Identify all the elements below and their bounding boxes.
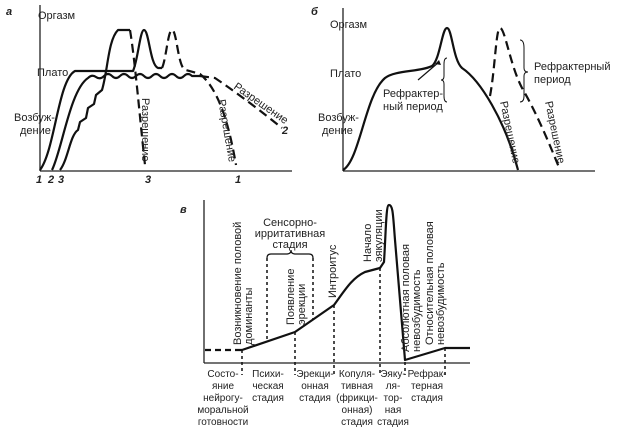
stage-3-l3: онная) — [342, 405, 373, 416]
stage-3-l1: тивная — [341, 381, 373, 392]
stage-5-l1: терная — [411, 381, 443, 392]
stage-1-l0: Психи- — [252, 369, 284, 380]
stage-2-l0: Эрекци- — [296, 369, 333, 380]
refractory-inner-line2: ный период — [383, 101, 443, 113]
sensory-stage-brace — [266, 249, 314, 259]
response-curve — [342, 26, 520, 171]
stage-4-l2: тор- — [384, 393, 403, 404]
stage-3-l4: стадия — [341, 417, 373, 428]
curve-3-dashed — [128, 29, 147, 166]
panel-b: б Оргазм Плато Возбуж- дение Рефрактер- … — [311, 6, 610, 172]
sensory-stage-line1: Сенсорно- — [263, 217, 317, 229]
panel-c-letter: в — [180, 204, 187, 216]
stage-4-l1: ля- — [386, 381, 401, 392]
resolution-label: Разрешение — [497, 100, 522, 165]
level-plateau: Плато — [330, 68, 361, 80]
stage-0-l2: нейрогу- — [203, 393, 243, 404]
panel-b-letter: б — [311, 6, 319, 18]
event-ejaculation-start-line1: Начало — [362, 224, 374, 262]
sensory-stage-line2: ирритативная — [255, 228, 326, 240]
refractory-inner-line1: Рефрактер- — [383, 88, 443, 100]
stage-0-l4: готовности — [198, 417, 248, 428]
arrow-head — [435, 60, 441, 65]
stage-4-l3: ная — [385, 405, 402, 416]
stage-dividers — [241, 258, 446, 375]
stage-1-l2: стадия — [252, 393, 284, 404]
event-absolute-line2: невозбудимость — [411, 269, 423, 352]
stage-3-l2: (фрикци- — [336, 392, 378, 404]
level-excitement-2: дение — [322, 125, 353, 137]
panel-c: в Сенсорно- ирритативная стадия Возникно… — [180, 200, 470, 428]
stage-2-l1: онная — [301, 381, 329, 392]
stage-5-l0: Рефрак- — [408, 368, 447, 380]
event-erection-line2: эрекции — [296, 284, 308, 325]
level-excitement-1: Возбуж- — [318, 112, 359, 124]
curve-number-1: 1 — [36, 174, 42, 186]
stage-0-l3: моральной — [197, 405, 248, 416]
stage-labels: Состо- яние нейрогу- моральной готовност… — [197, 368, 446, 428]
curve-end-3: 3 — [145, 174, 151, 186]
event-erection-line1: Появление — [285, 269, 297, 325]
stage-0-l0: Состо- — [207, 369, 238, 380]
event-relative-line2: невозбудимость — [435, 262, 447, 345]
level-excitement-2: дение — [20, 125, 51, 137]
curve-1 — [39, 28, 162, 171]
event-introitus: Интроитус — [327, 244, 339, 298]
event-ejaculation-start-line2: эякуляции — [373, 209, 385, 262]
refractory-pointer-arrow — [417, 61, 440, 81]
resolution-label-2: Разрешение — [231, 81, 290, 127]
curve-1-dashed — [160, 28, 238, 166]
stage-2-l2: стадия — [299, 393, 331, 404]
resolution-label-1: Разрешение — [215, 98, 238, 163]
level-orgasm: Оргазм — [330, 19, 367, 31]
level-plateau: Плато — [37, 67, 68, 79]
event-absolute-line1: Абсолютная половая — [400, 244, 412, 352]
event-relative-line1: Относительная половая — [424, 221, 436, 345]
event-dominant-line2: доминанты — [243, 287, 255, 345]
curve-number-3: 3 — [58, 174, 64, 186]
panel-a: а Оргазм Плато Возбуж- дение Разрешение … — [6, 5, 292, 186]
curve-end-2: 2 — [281, 125, 288, 137]
panel-a-letter: а — [6, 6, 12, 18]
curve-end-1: 1 — [235, 174, 241, 186]
stage-1-l1: ческая — [252, 381, 283, 392]
repeat-response-curve — [488, 26, 562, 171]
curve-2-dashed — [199, 74, 283, 129]
curve-number-2: 2 — [47, 174, 54, 186]
resolution-label-3: Разрешение — [139, 98, 151, 162]
refractory-outer-line1: Рефрактерный — [534, 61, 610, 73]
stage-5-l2: стадия — [411, 393, 443, 404]
sensory-stage-line3: стадия — [272, 239, 307, 251]
event-dominant-line1: Возникновение половой — [232, 222, 244, 345]
curve-2 — [51, 72, 200, 171]
response-curve — [240, 203, 470, 362]
refractory-outer-brace — [519, 39, 529, 103]
stage-3-l0: Копуля- — [339, 369, 375, 380]
curve-3 — [59, 28, 130, 171]
resolution-label-repeat: Разрешение — [542, 100, 567, 165]
stage-4-l4: стадия — [377, 417, 409, 428]
stage-4-l0: Эяку- — [380, 369, 405, 380]
stage-0-l1: яние — [212, 381, 235, 392]
refractory-outer-line2: период — [534, 74, 571, 86]
level-orgasm: Оргазм — [38, 10, 75, 22]
level-excitement-1: Возбуж- — [14, 112, 55, 124]
refractory-inner-brace — [440, 57, 448, 103]
